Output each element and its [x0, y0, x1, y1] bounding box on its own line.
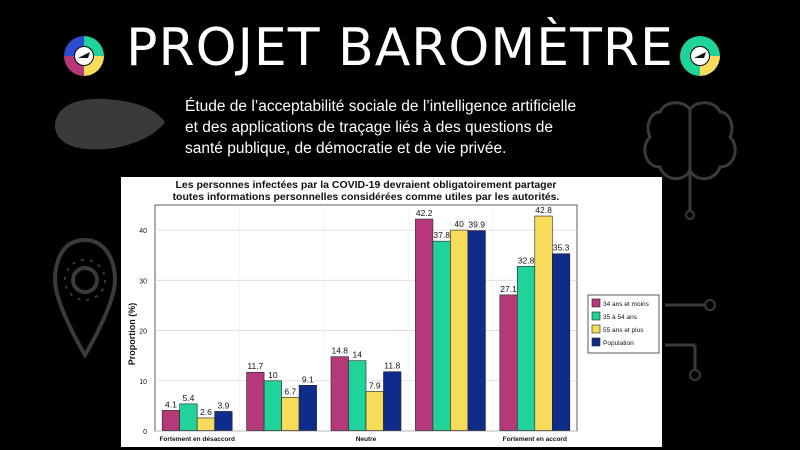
bar: [298, 384, 317, 431]
x-tick-label: Neutre: [356, 436, 377, 443]
barometer-logo-icon: [680, 36, 720, 76]
data-label: 42.2: [416, 208, 433, 218]
bar: [365, 391, 384, 431]
bar: [263, 380, 282, 431]
data-label: 35.3: [553, 243, 570, 253]
legend-label: 55 ans et plus: [603, 327, 644, 334]
bar: [196, 417, 215, 431]
chart-panel: Les personnes infectées par la COVID-19 …: [121, 177, 662, 447]
y-tick-label: 0: [143, 429, 147, 436]
data-label: 2.6: [200, 407, 212, 417]
bar-chart: Les personnes infectées par la COVID-19 …: [127, 179, 660, 443]
speech-bubble-icon: [55, 98, 165, 150]
legend-swatch: [591, 324, 601, 334]
subtitle-line: santé publique, de démocratie et de vie …: [185, 140, 507, 157]
bar: [516, 265, 536, 431]
bar: [348, 360, 367, 431]
bar: [383, 371, 402, 431]
data-label: 32.8: [518, 255, 535, 265]
brain-circuit-icon: [643, 101, 737, 220]
bar: [467, 230, 486, 431]
bar: [450, 229, 469, 431]
legend-swatch: [591, 337, 601, 347]
data-label: 14: [353, 350, 363, 360]
bar: [161, 410, 181, 431]
bar: [534, 215, 553, 431]
circuit-icon: [665, 299, 716, 381]
y-axis-label: Proportion (%): [127, 303, 137, 366]
data-label: 11.8: [384, 361, 400, 371]
subtitle-line: et des applications de traçage liés à de…: [185, 119, 553, 136]
subtitle: Étude de l’acceptabilité sociale de l’in…: [185, 96, 625, 159]
data-label: 3.9: [218, 400, 230, 410]
legend-label: Population: [603, 340, 634, 347]
y-tick-label: 30: [139, 278, 147, 285]
bar: [499, 294, 518, 431]
data-label: 37.8: [433, 230, 450, 240]
bar: [179, 403, 198, 431]
y-tick-label: 10: [139, 379, 147, 386]
data-label: 11.7: [247, 361, 263, 371]
barometer-logo-icon: [64, 36, 104, 76]
legend-label: 35 à 54 ans: [603, 314, 638, 321]
bar: [551, 253, 571, 431]
data-label: 7.9: [369, 380, 381, 390]
page-title: PROJET BAROMÈTRE: [126, 18, 674, 78]
legend-swatch: [591, 298, 601, 308]
x-tick-label: Fortement en accord: [503, 436, 567, 443]
chart-title: Les personnes infectées par la COVID-19 …: [175, 179, 556, 191]
chart-title: toutes informations personnelles considé…: [173, 191, 560, 203]
subtitle-line: Étude de l’acceptabilité sociale de l’in…: [185, 98, 577, 115]
data-label: 42.8: [535, 205, 552, 215]
data-label: 27.1: [500, 284, 517, 294]
data-label: 10: [268, 370, 278, 380]
data-label: 9.1: [302, 374, 314, 384]
data-label: 6.7: [284, 386, 296, 396]
data-label: 40: [454, 219, 464, 229]
bar: [214, 411, 233, 431]
data-label: 14.8: [331, 346, 348, 356]
data-label: 39.9: [468, 220, 485, 230]
bar: [432, 240, 451, 431]
x-tick-label: Fortement en désaccord: [159, 436, 235, 443]
bar: [415, 218, 434, 431]
bar: [246, 371, 265, 431]
y-tick-label: 20: [139, 329, 147, 336]
legend-swatch: [591, 311, 601, 321]
y-tick-label: 40: [139, 228, 147, 235]
virus-pin-icon: [52, 237, 118, 359]
bar: [330, 356, 349, 431]
legend-label: 34 ans et moins: [603, 301, 650, 308]
bar: [281, 397, 300, 431]
data-label: 4.1: [165, 399, 177, 409]
data-label: 5.4: [183, 393, 195, 403]
